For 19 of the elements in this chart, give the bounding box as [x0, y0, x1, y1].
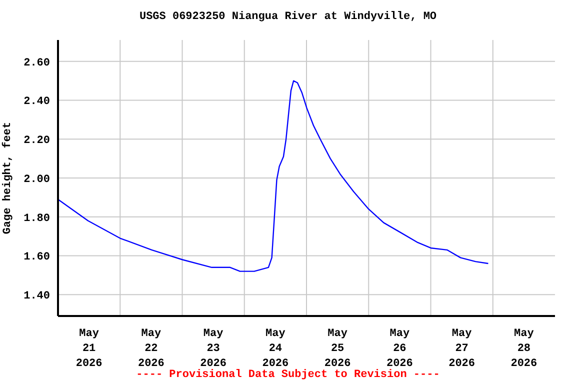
line-series — [58, 80, 489, 272]
y-tick-label: 2.00 — [24, 174, 50, 186]
x-tick-label: May 24 2026 — [262, 328, 289, 370]
y-tick-label: 1.40 — [24, 290, 50, 303]
x-tick-label: May 21 2026 — [76, 328, 102, 370]
y-axis-title: Gage height, feet — [0, 122, 14, 234]
y-tick-label: 2.60 — [24, 57, 50, 70]
y-tick-label: 2.20 — [24, 135, 50, 148]
y-tick-label: 2.40 — [24, 96, 50, 108]
x-tick-label: May 26 2026 — [386, 328, 413, 370]
y-tick-label: 1.80 — [24, 212, 50, 225]
x-tick-label: May 28 2026 — [510, 328, 538, 370]
chart-title: USGS 06923250 Niangua River at Windyville, MO — [138, 11, 438, 23]
x-tick-label: May 25 2026 — [324, 328, 351, 370]
x-tick-label: May 22 2026 — [138, 328, 164, 370]
x-tick-label: May 23 2026 — [200, 328, 227, 370]
text: ---- Provisional Data Subject to Revision ---- — [135, 369, 441, 381]
x-tick-label: May 27 2026 — [448, 328, 476, 370]
y-tick-label: 1.60 — [24, 252, 50, 264]
